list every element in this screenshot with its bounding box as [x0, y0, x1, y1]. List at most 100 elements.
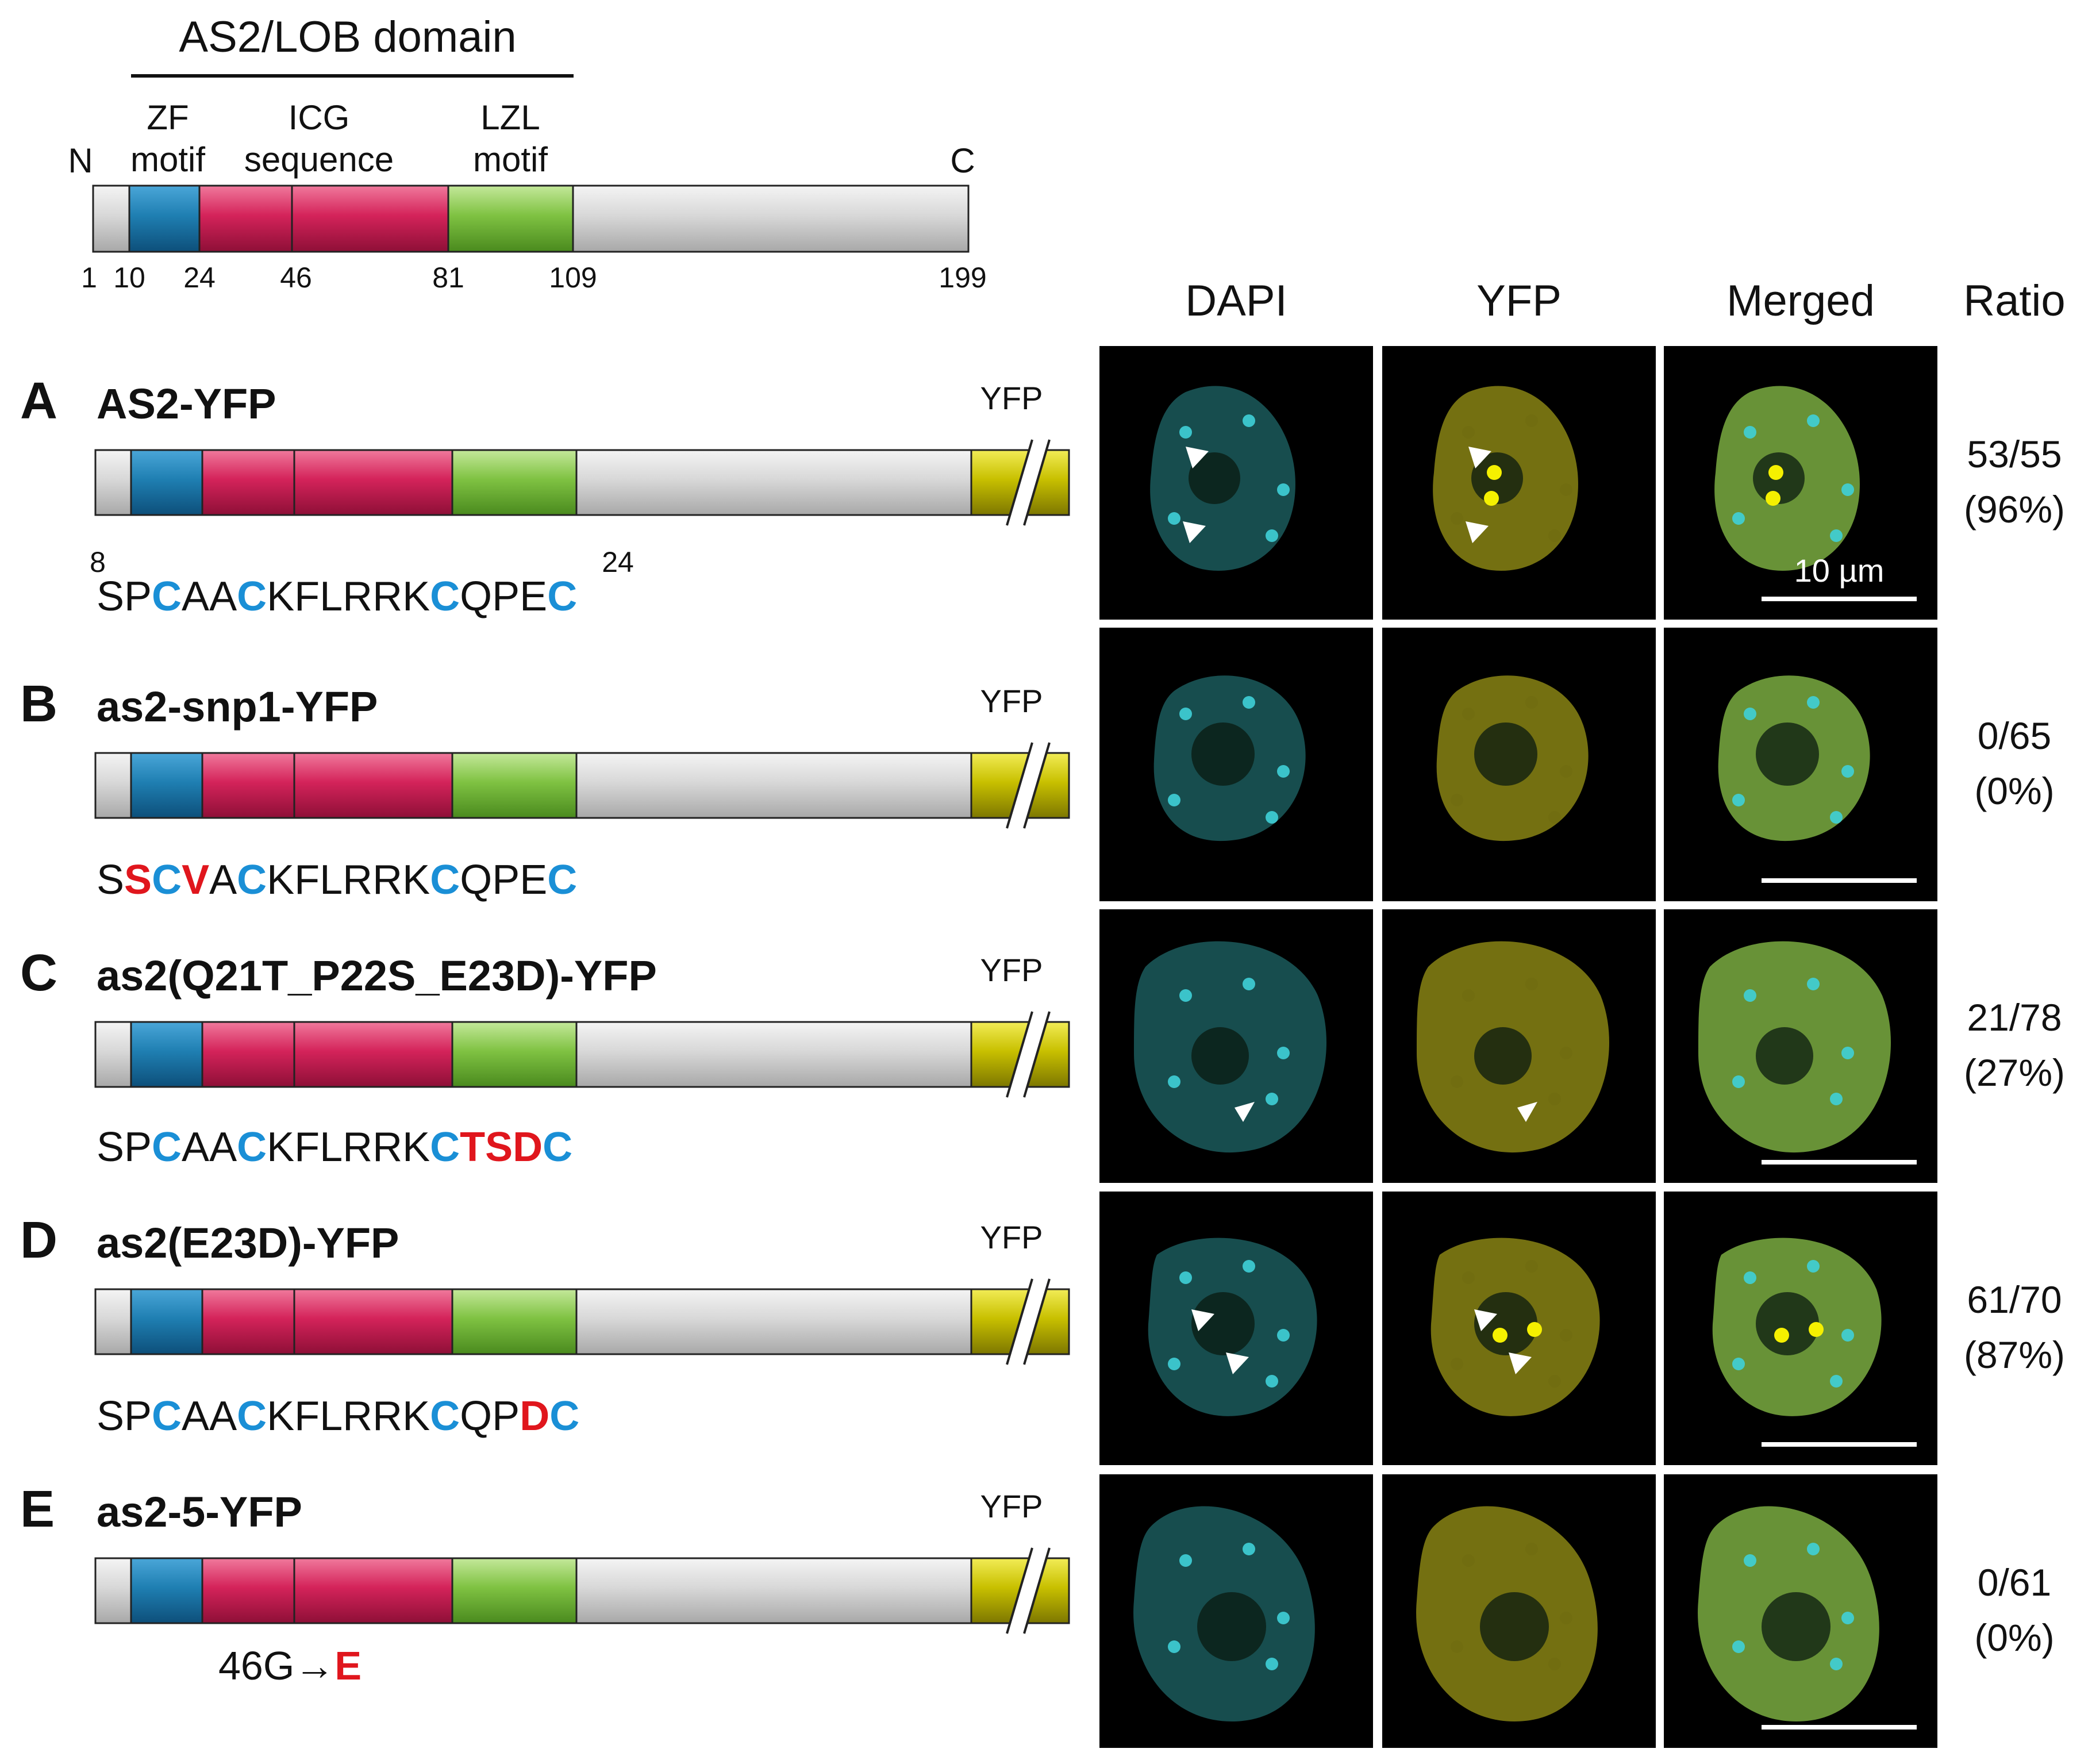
construct-d-merged-spot-4: [1841, 1329, 1854, 1342]
construct-a-merged-focus-0: [1768, 465, 1783, 480]
domain-title: AS2/LOB domain: [179, 13, 516, 62]
construct-a-range-end: 24: [602, 546, 634, 578]
construct-e-break-gap: [1007, 1548, 1049, 1634]
construct-b-yfp-spot-3: [1462, 708, 1475, 720]
construct-b-merged-spot-1: [1830, 811, 1843, 824]
construct-d-yfp-tag: YFP: [980, 1219, 1043, 1255]
construct-b-yfp-micrograph: [1382, 628, 1656, 901]
construct-b-yfp-spot-2: [1525, 696, 1538, 709]
construct-e-yfp-tag: YFP: [980, 1488, 1043, 1524]
construct-c-ratio: 21/78 (27%): [1945, 990, 2083, 1100]
construct-d-dapi-spot-2: [1243, 1260, 1255, 1273]
construct-c-seq-part-1: C: [152, 1124, 182, 1170]
construct-e-dapi-micrograph: [1099, 1474, 1373, 1748]
construct-e-merged-spot-1: [1830, 1658, 1843, 1670]
construct-a-seq-part-5: C: [430, 574, 460, 620]
overview-lzl-motif-segment: [447, 185, 574, 253]
construct-e-dapi-spot-0: [1168, 1640, 1180, 1653]
construct-e-c-term-segment: [575, 1557, 972, 1624]
construct-e-dapi-spot-1: [1266, 1658, 1278, 1670]
construct-a-dapi-spot-4: [1277, 483, 1290, 496]
construct-e-protein-bar: [94, 1557, 1070, 1624]
construct-b-icg-segment-2: [293, 752, 453, 819]
construct-d-dapi-nucleolus: [1191, 1292, 1255, 1355]
column-header-yfp: YFP: [1476, 276, 1562, 325]
column-header-merged: Merged: [1726, 276, 1875, 325]
construct-a-lzl-motif-segment: [451, 449, 578, 516]
construct-c-merged-spot-1: [1830, 1093, 1843, 1105]
construct-c-yfp-spot-4: [1560, 1047, 1572, 1059]
construct-b-lzl-motif-segment: [451, 752, 578, 819]
construct-b-merged-spot-3: [1744, 708, 1756, 720]
construct-b-ratio-percent: (0%): [1974, 770, 2055, 812]
construct-d-merged-spot-2: [1807, 1260, 1820, 1273]
construct-e-icg-segment-2: [293, 1557, 453, 1624]
construct-d-name: as2(E23D)-YFP: [97, 1219, 399, 1267]
construct-a-dapi-arrowhead-0: [1186, 447, 1209, 468]
construct-d-yfp-arrowhead-0: [1474, 1309, 1497, 1331]
construct-c-dapi-spot-1: [1266, 1093, 1278, 1105]
construct-d-break-gap: [1007, 1279, 1049, 1365]
construct-b-dapi-micrograph: [1099, 628, 1373, 901]
construct-c-yfp-micrograph: [1382, 909, 1656, 1183]
construct-e-yfp-nucleolus: [1480, 1592, 1549, 1661]
construct-b-letter: B: [20, 675, 57, 733]
scale-bar-label: 10 µm: [1794, 552, 1885, 589]
c-terminus-label: C: [950, 141, 975, 180]
construct-d-dapi-arrowhead-0: [1191, 1309, 1214, 1331]
construct-c-icg-segment-1: [201, 1021, 295, 1088]
construct-e-zf-motif-segment: [130, 1557, 203, 1624]
construct-d-protein-bar: [94, 1288, 1070, 1355]
construct-e-merged-nucleolus: [1762, 1592, 1830, 1661]
construct-c-dapi-spot-4: [1277, 1047, 1290, 1059]
construct-a-yfp-spot-3: [1462, 426, 1475, 439]
construct-e-merged-micrograph: [1664, 1474, 1937, 1748]
construct-c-name: as2(Q21T_P22S_E23D)-YFP: [97, 952, 657, 1000]
construct-d-yfp-focus-0: [1493, 1328, 1508, 1343]
construct-a-break-gap: [1007, 440, 1049, 525]
construct-c-yfp-arrowhead-0: [1517, 1102, 1537, 1122]
construct-e-merged-spot-3: [1744, 1554, 1756, 1567]
construct-b-break-gap: [1007, 743, 1049, 828]
construct-a-seq-part-7: C: [547, 574, 577, 620]
construct-d-seq-part-7: D: [520, 1393, 549, 1439]
construct-d-dapi-spot-1: [1266, 1375, 1278, 1388]
construct-a-yfp-arrowhead-1: [1466, 521, 1489, 543]
construct-c-n-term-segment: [94, 1021, 132, 1088]
construct-c-break-line-2: [1023, 1011, 1051, 1098]
construct-b-seq-part-8: QPE: [460, 857, 547, 903]
construct-a-name: AS2-YFP: [97, 380, 276, 428]
construct-b-name: as2-snp1-YFP: [97, 683, 378, 731]
construct-e-break-line-1: [1006, 1547, 1033, 1634]
construct-c-merged-micrograph: [1664, 909, 1937, 1183]
overview-zf-motif-segment: [128, 185, 201, 253]
construct-b-seq-part-2: C: [152, 857, 182, 903]
construct-a-range-start: 8: [90, 546, 106, 578]
position-label-24: 24: [183, 262, 216, 294]
construct-a-seq-part-3: C: [237, 574, 267, 620]
construct-c-c-term-segment: [575, 1021, 972, 1088]
construct-a-n-term-segment: [94, 449, 132, 516]
motif-label-1-line2: motif: [130, 140, 205, 179]
motif-label-3-line2: motif: [473, 140, 548, 179]
construct-b-dapi-spot-3: [1179, 708, 1192, 720]
construct-c-ratio-percent: (27%): [1963, 1051, 2066, 1094]
motif-label-3-line1: LZL: [480, 98, 540, 137]
position-label-109: 109: [549, 262, 597, 294]
n-terminus-label: N: [68, 141, 93, 180]
construct-d-dapi-micrograph: [1099, 1192, 1373, 1465]
construct-e-merged-spot-4: [1841, 1612, 1854, 1624]
construct-b-dapi-nucleolus: [1191, 722, 1255, 786]
construct-d-yfp-focus-1: [1527, 1322, 1542, 1337]
construct-b-seq-part-9: C: [547, 857, 577, 903]
construct-a-merged-spot-1: [1830, 529, 1843, 542]
construct-e-dapi-spot-4: [1277, 1612, 1290, 1624]
construct-a-yfp-spot-1: [1548, 529, 1561, 542]
construct-e-ratio-count: 0/61: [1977, 1561, 2052, 1604]
construct-d-merged-spot-1: [1830, 1375, 1843, 1388]
position-label-199: 199: [939, 262, 986, 294]
construct-a-yfp-micrograph: [1382, 346, 1656, 620]
construct-b-protein-bar: [94, 752, 1070, 819]
construct-a-yfp-focus-0: [1487, 465, 1502, 480]
